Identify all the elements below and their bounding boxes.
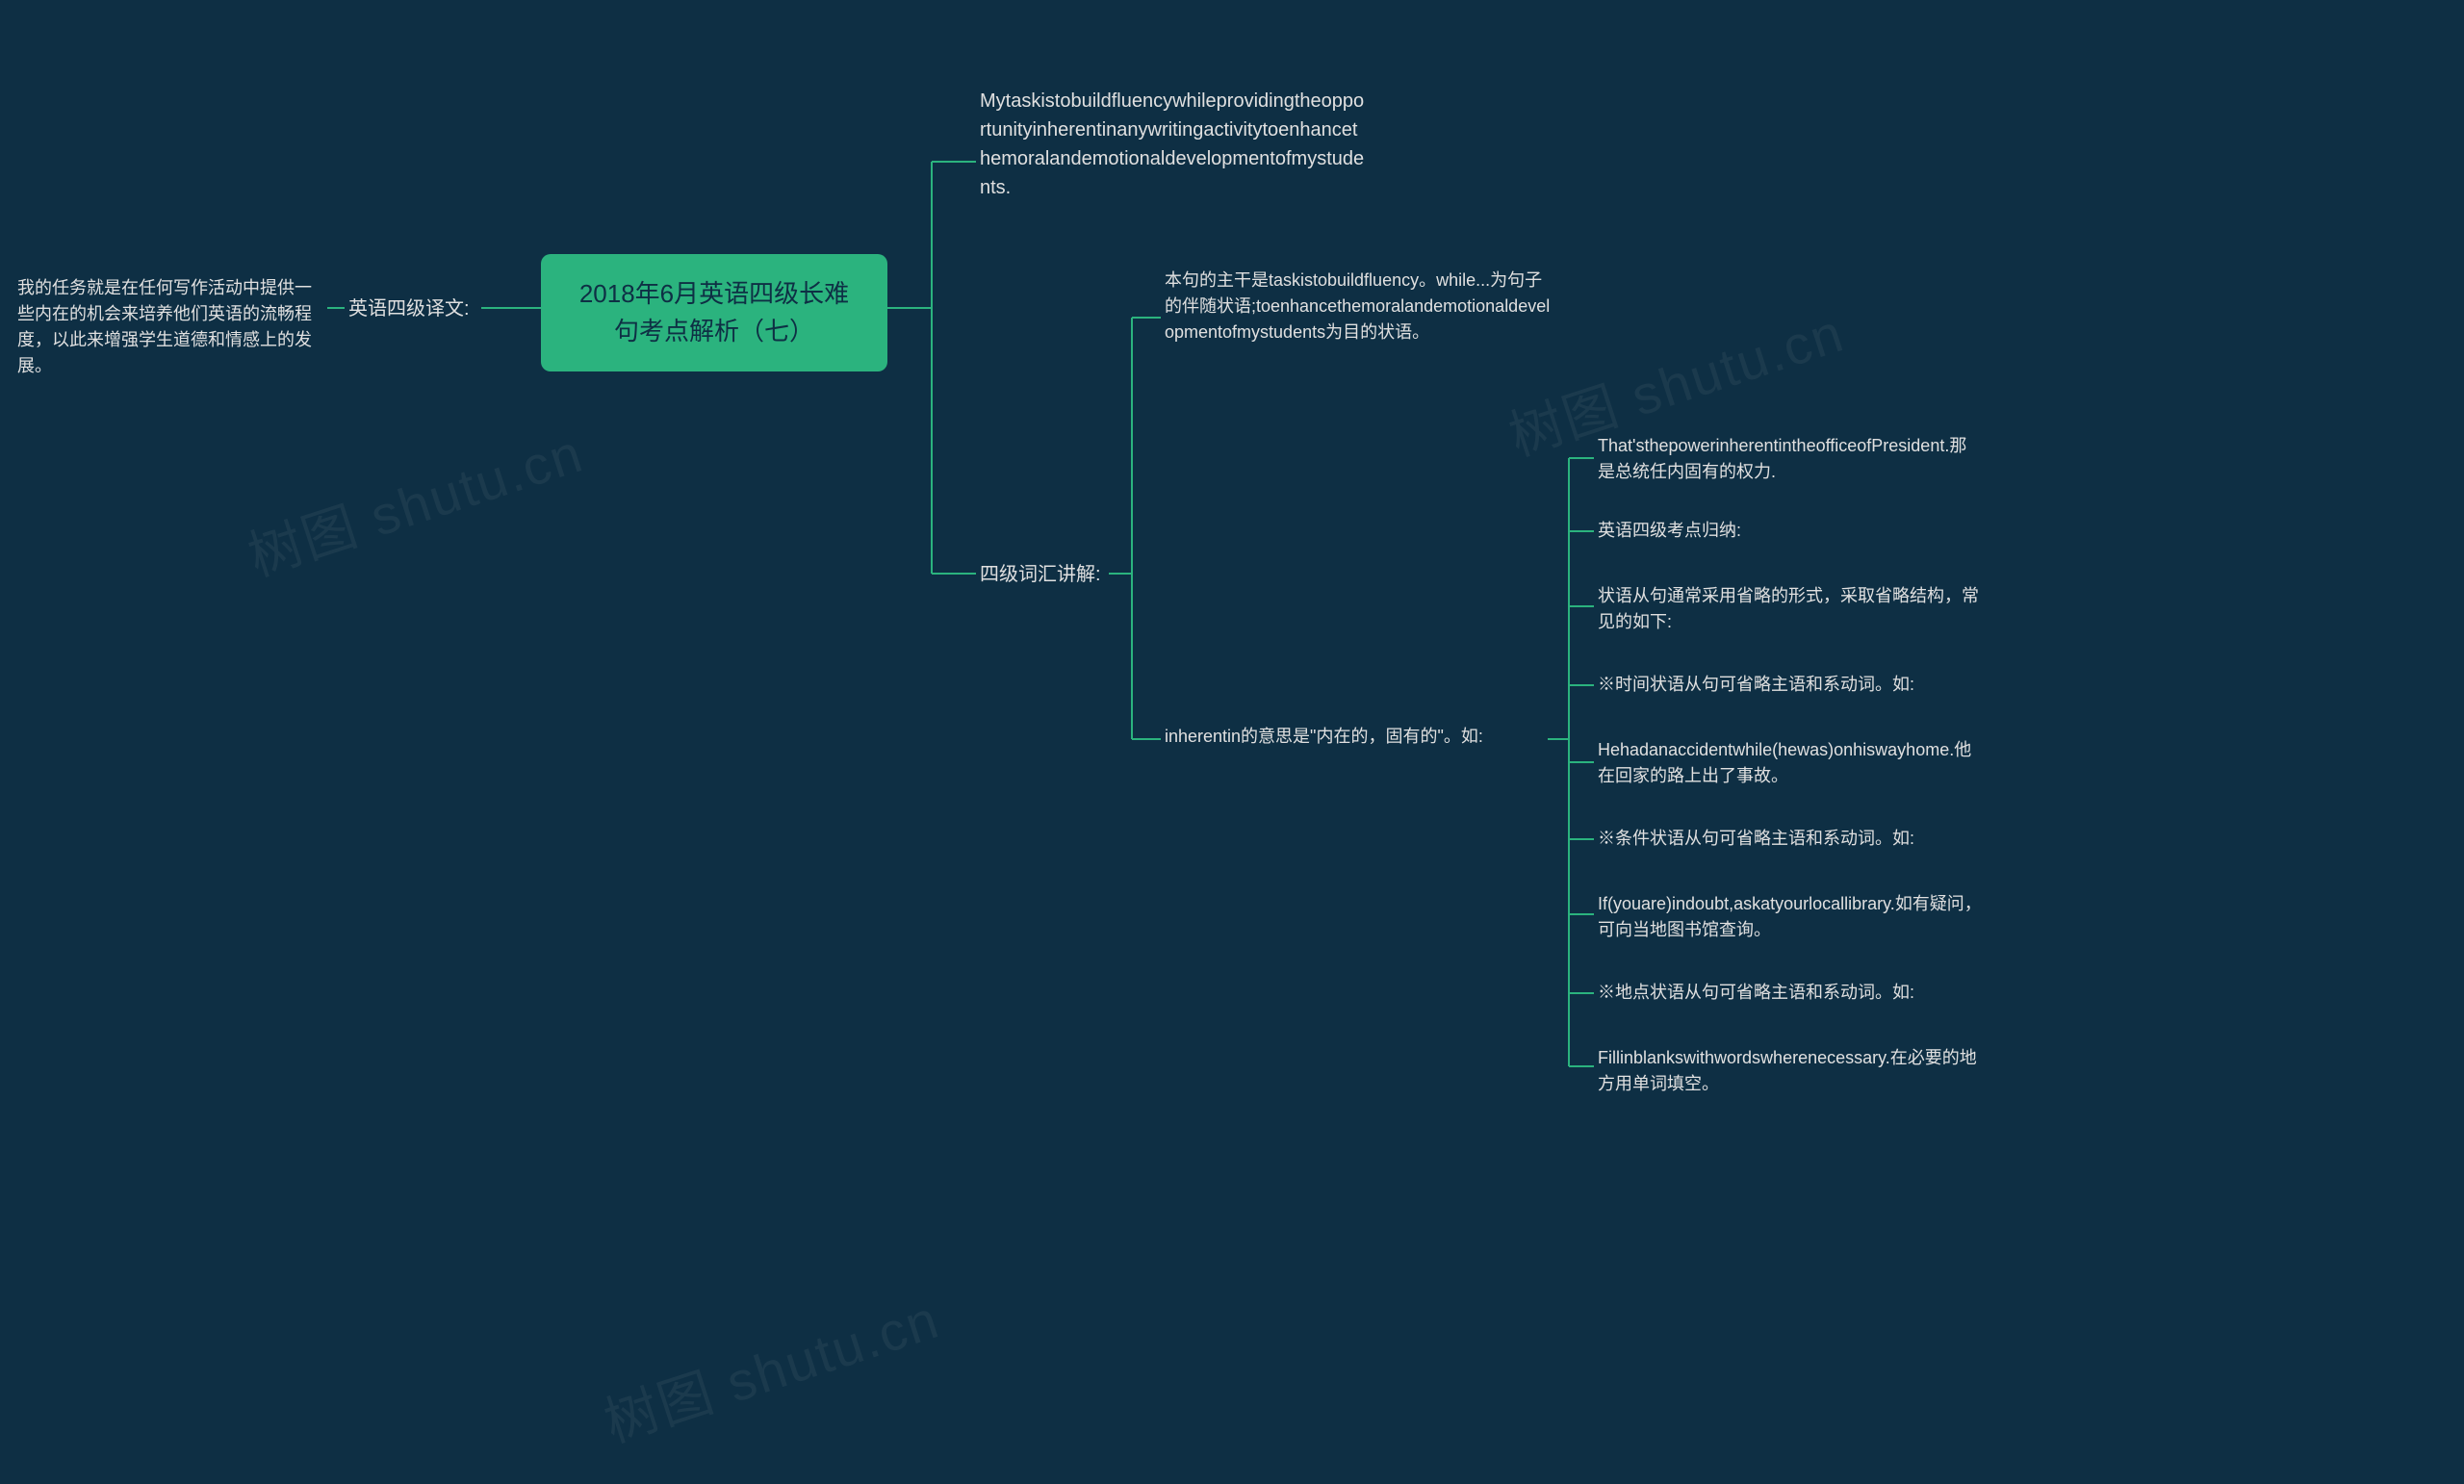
child2-label[interactable]: inherentin的意思是"内在的，固有的"。如: <box>1165 724 1550 750</box>
leaf-node[interactable]: 英语四级考点归纳: <box>1598 518 1983 544</box>
leaf-node[interactable]: Hehadanaccidentwhile(hewas)onhiswayhome.… <box>1598 737 1983 789</box>
root-line1: 2018年6月英语四级长难 <box>579 279 849 308</box>
leaf-node[interactable]: If(youare)indoubt,askatyourlocallibrary.… <box>1598 891 1983 943</box>
left-branch-label[interactable]: 英语四级译文: <box>348 294 470 323</box>
leaf-node[interactable]: ※条件状语从句可省略主语和系动词。如: <box>1598 826 1983 852</box>
child1-node[interactable]: 本句的主干是taskistobuildfluency。while...为句子的伴… <box>1165 268 1559 345</box>
left-leaf[interactable]: 我的任务就是在任何写作活动中提供一些内在的机会来培养他们英语的流畅程度，以此来增… <box>17 275 325 379</box>
leaf-node[interactable]: ※地点状语从句可省略主语和系动词。如: <box>1598 980 1983 1006</box>
leaf-node[interactable]: Fillinblankswithwordswherenecessary.在必要的… <box>1598 1045 1983 1097</box>
watermark: 树图 shutu.cn <box>237 410 592 592</box>
right-top-node[interactable]: Mytaskistobuildfluencywhileprovidingtheo… <box>980 87 1365 202</box>
leaf-node[interactable]: 状语从句通常采用省略的形式，采取省略结构，常见的如下: <box>1598 583 1983 635</box>
leaf-node[interactable]: That'sthepowerinherentintheofficeofPresi… <box>1598 433 1983 485</box>
leaf-node[interactable]: ※时间状语从句可省略主语和系动词。如: <box>1598 672 1983 698</box>
watermark: 树图 shutu.cn <box>593 1276 948 1458</box>
mid-branch-label[interactable]: 四级词汇讲解: <box>980 560 1101 589</box>
root-line2: 句考点解析（七） <box>614 317 814 345</box>
root-node[interactable]: 2018年6月英语四级长难 句考点解析（七） <box>541 254 887 371</box>
